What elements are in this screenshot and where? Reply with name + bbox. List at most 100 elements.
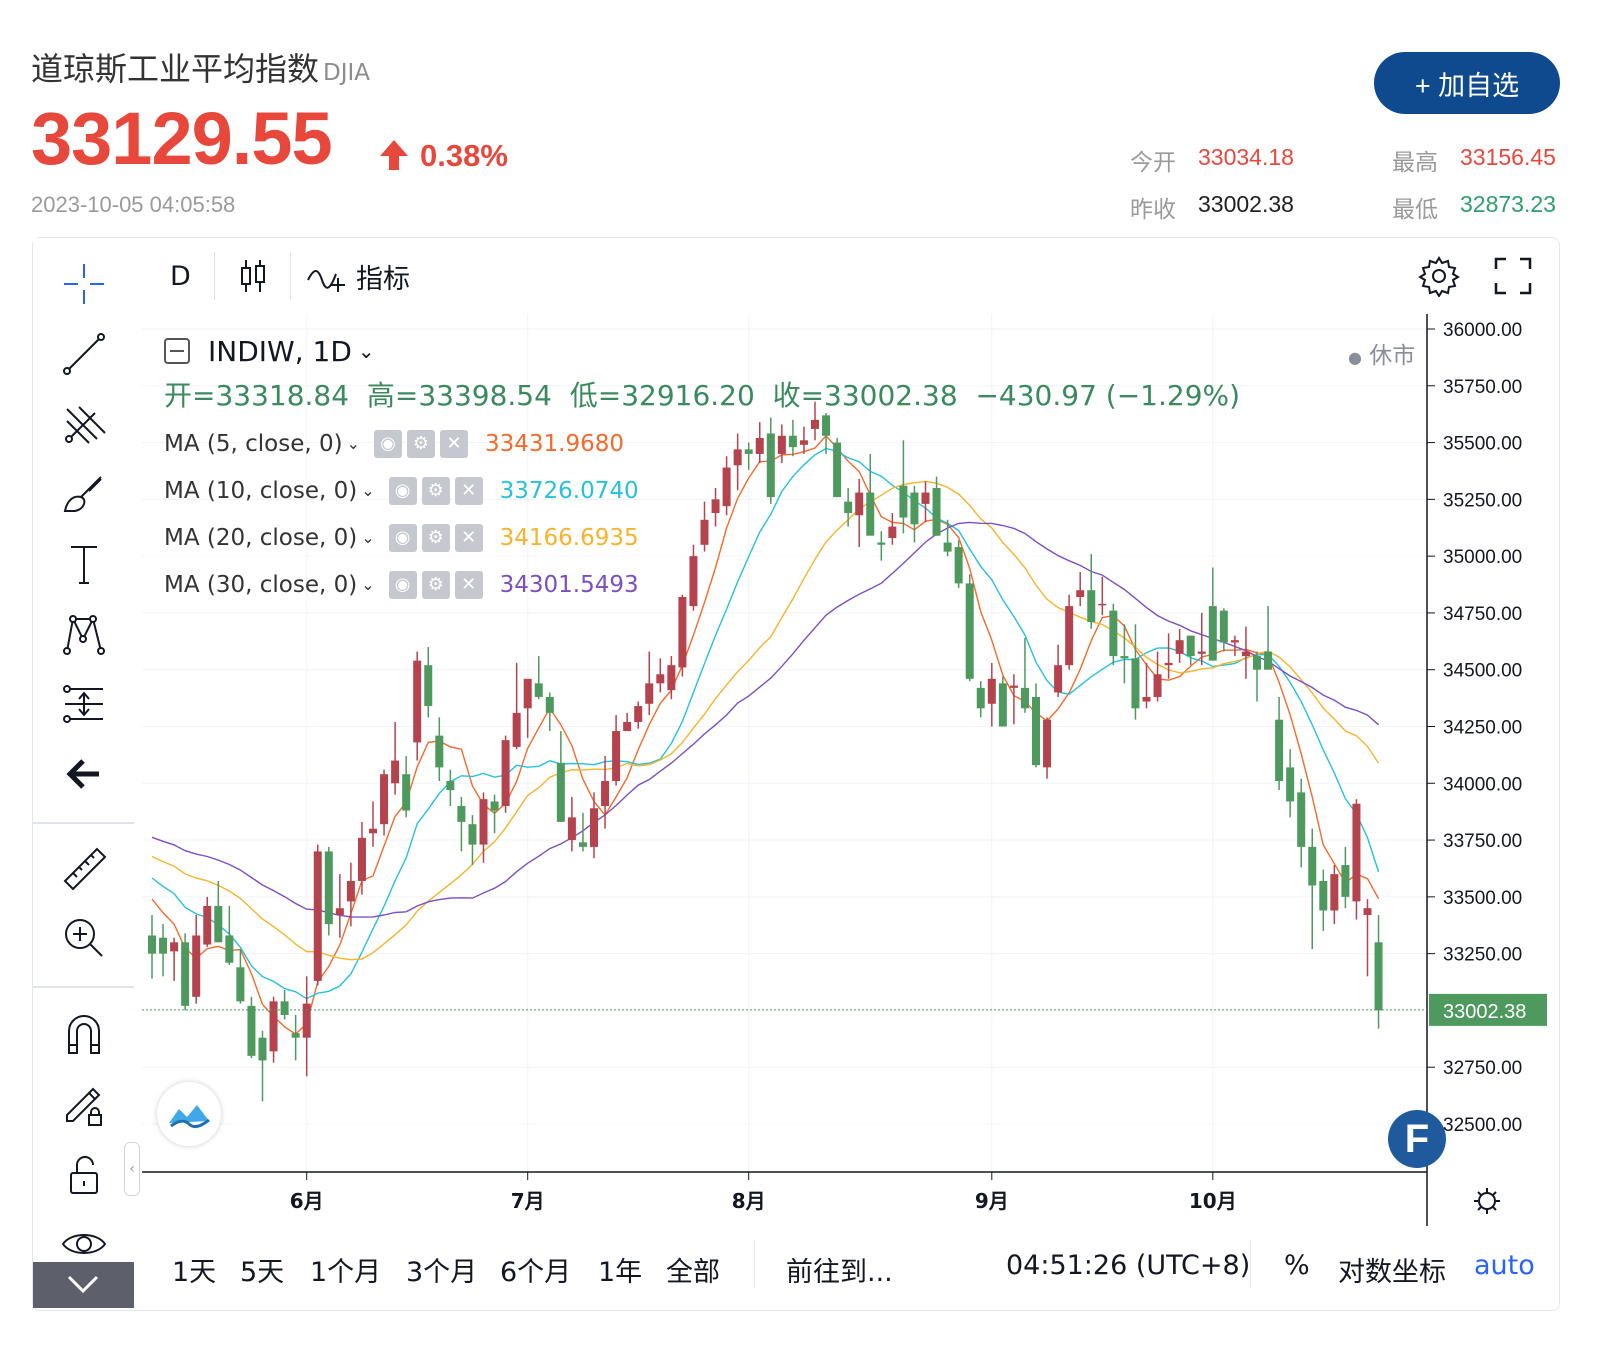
candle-body xyxy=(1009,685,1018,688)
log-scale-toggle[interactable]: 对数坐标 xyxy=(1338,1257,1446,1288)
add-watchlist-button[interactable]: + 加自选 xyxy=(1374,52,1560,114)
zoom-in-icon[interactable] xyxy=(51,910,117,966)
x-tick-label: 6月 xyxy=(290,1189,324,1213)
candle-body xyxy=(987,678,996,704)
lock-drawing-icon[interactable] xyxy=(51,1076,117,1132)
pattern-icon[interactable] xyxy=(51,606,117,662)
candle-body xyxy=(1020,687,1029,709)
goto-date-button[interactable]: 前往到... xyxy=(786,1257,893,1288)
x-tick-label: 10月 xyxy=(1189,1189,1237,1213)
brush-icon[interactable] xyxy=(51,466,117,522)
chevron-down-icon[interactable]: ⌄ xyxy=(361,528,375,547)
eye-icon[interactable]: ◉ xyxy=(388,570,417,599)
candle-body xyxy=(1341,865,1350,897)
range-button[interactable]: 6个月 xyxy=(500,1257,572,1288)
candle-body xyxy=(1131,658,1140,709)
toolbar-collapse-button[interactable] xyxy=(33,1262,134,1308)
symbol-line[interactable]: INDIW, 1D xyxy=(208,334,352,368)
long-position-icon[interactable] xyxy=(51,676,117,732)
candle-body xyxy=(335,908,344,916)
trend-line-icon[interactable] xyxy=(51,326,117,382)
candle-body xyxy=(822,415,831,436)
unlock-icon[interactable] xyxy=(51,1146,117,1202)
close-icon[interactable]: ✕ xyxy=(454,523,483,552)
candle-body xyxy=(943,542,952,552)
back-arrow-icon[interactable] xyxy=(51,746,117,802)
range-button[interactable]: 1年 xyxy=(598,1257,643,1288)
ma-label[interactable]: MA (5, close, 0) xyxy=(164,430,343,457)
gear-icon[interactable]: ⚙ xyxy=(421,523,450,552)
chevron-down-icon[interactable]: ⌄ xyxy=(361,575,375,594)
candle-body xyxy=(722,467,731,507)
chevron-down-icon[interactable]: ⌄ xyxy=(346,434,360,453)
pitchfork-icon[interactable] xyxy=(51,396,117,452)
candle-body xyxy=(700,519,709,545)
panel-toggle-button[interactable]: ‹ xyxy=(124,1142,140,1196)
text-icon[interactable] xyxy=(51,536,117,592)
gear-icon[interactable]: ⚙ xyxy=(421,570,450,599)
chevron-down-icon[interactable]: ⌄ xyxy=(357,339,375,363)
candle-body xyxy=(203,905,212,945)
range-button[interactable]: 3个月 xyxy=(406,1257,478,1288)
gear-icon[interactable]: ⚙ xyxy=(407,429,435,458)
indicators-button[interactable]: 指标 xyxy=(306,238,410,314)
candle-body xyxy=(534,683,543,697)
axis-settings-icon[interactable] xyxy=(1472,1186,1502,1220)
percent-toggle[interactable]: % xyxy=(1284,1250,1310,1281)
candle-body xyxy=(1264,651,1273,670)
candle-body xyxy=(1363,908,1372,916)
eye-icon[interactable]: ◉ xyxy=(388,476,417,505)
candle-body xyxy=(833,442,842,498)
ma-legend-row[interactable]: MA (10, close, 0) ⌄ ◉ ⚙ ✕ 33726.0740 xyxy=(164,467,1240,514)
interval-button[interactable]: D xyxy=(170,260,191,292)
candle-type-icon[interactable] xyxy=(238,238,268,314)
range-button[interactable]: 1个月 xyxy=(310,1257,382,1288)
candle-body xyxy=(1065,606,1074,666)
y-tick-label: 34500.00 xyxy=(1443,661,1522,682)
candle-body xyxy=(1230,640,1239,643)
eye-icon[interactable]: ◉ xyxy=(374,429,402,458)
symbol-code: DJIA xyxy=(323,60,371,86)
ma-legend-row[interactable]: MA (20, close, 0) ⌄ ◉ ⚙ ✕ 34166.6935 xyxy=(164,514,1240,561)
eye-icon[interactable] xyxy=(51,1216,117,1272)
close-icon[interactable]: ✕ xyxy=(454,570,483,599)
gear-icon[interactable] xyxy=(1418,238,1460,314)
gear-icon[interactable]: ⚙ xyxy=(421,476,450,505)
ma-legend-row[interactable]: MA (30, close, 0) ⌄ ◉ ⚙ ✕ 34301.5493 xyxy=(164,561,1240,608)
candle-body xyxy=(181,942,190,1006)
ruler-icon[interactable] xyxy=(51,840,117,896)
collapse-legend-icon[interactable] xyxy=(164,338,190,364)
candle-body xyxy=(1253,656,1261,670)
range-button[interactable]: 5天 xyxy=(240,1257,285,1288)
range-button[interactable]: 全部 xyxy=(666,1257,720,1288)
close-icon[interactable]: ✕ xyxy=(440,429,468,458)
candle-body xyxy=(369,828,377,834)
ma-legend-row[interactable]: MA (5, close, 0) ⌄ ◉ ⚙ ✕ 33431.9680 xyxy=(164,420,1240,467)
tradingview-logo-icon xyxy=(157,1082,221,1146)
ma-label[interactable]: MA (20, close, 0) xyxy=(164,524,358,551)
candle-body xyxy=(612,731,621,782)
y-tick-label: 33250.00 xyxy=(1443,945,1522,966)
chevron-down-icon[interactable]: ⌄ xyxy=(361,481,375,500)
magnet-icon[interactable] xyxy=(51,1006,117,1062)
prev-close-label: 昨收 xyxy=(1130,197,1176,223)
range-button[interactable]: 1天 xyxy=(172,1257,217,1288)
price-chart[interactable]: 36000.00 35750.00 35500.00 35250.00 35000.00… xyxy=(142,314,1557,1226)
fullscreen-icon[interactable] xyxy=(1494,238,1532,314)
candle-body xyxy=(733,449,742,466)
brand-f-icon[interactable]: F xyxy=(1388,1110,1446,1168)
ma-label[interactable]: MA (30, close, 0) xyxy=(164,571,358,598)
candle-body xyxy=(269,1001,278,1052)
time-axis[interactable]: 6月 7月 8月 9月 10月 xyxy=(142,1171,1427,1213)
close-icon[interactable]: ✕ xyxy=(454,476,483,505)
ma-line xyxy=(151,521,1380,918)
ma-label[interactable]: MA (10, close, 0) xyxy=(164,477,358,504)
price-axis[interactable]: 36000.00 35750.00 35500.00 35250.00 35000.00… xyxy=(142,314,1547,1226)
eye-icon[interactable]: ◉ xyxy=(388,523,417,552)
candle-body xyxy=(313,851,322,981)
auto-scale-toggle[interactable]: auto xyxy=(1474,1250,1535,1281)
clock[interactable]: 04:51:26 (UTC+8) xyxy=(1006,1250,1251,1281)
candle-body xyxy=(1208,606,1217,661)
crosshair-icon[interactable] xyxy=(51,256,117,312)
y-tick-label: 35500.00 xyxy=(1443,434,1522,455)
